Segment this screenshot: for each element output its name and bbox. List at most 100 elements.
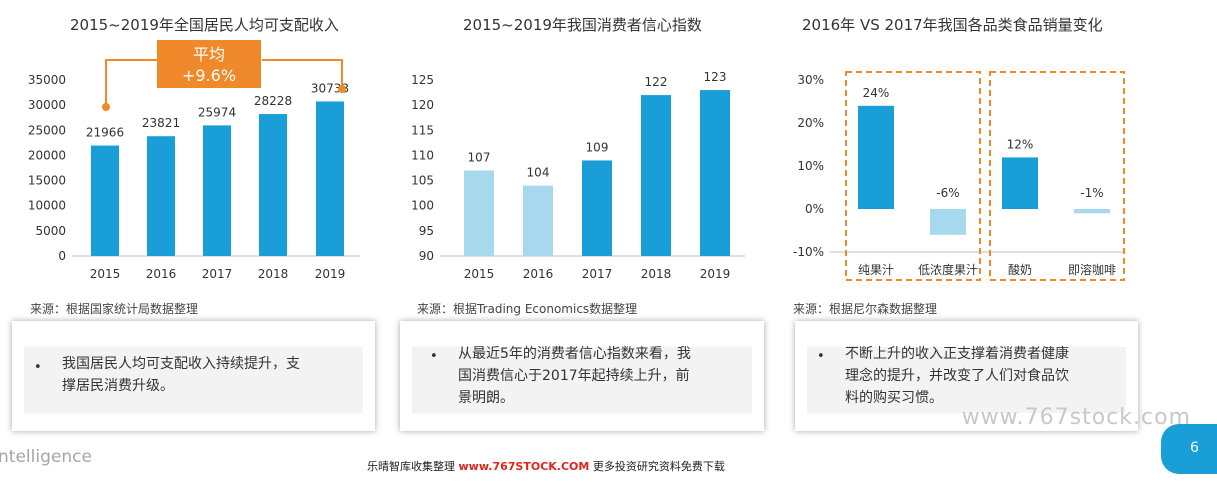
annotation-bracket-left	[105, 59, 158, 107]
source-2: 来源：根据Trading Economics数据整理	[417, 302, 638, 316]
note-2-bullet: •	[430, 349, 438, 364]
page-number: 6	[1190, 440, 1199, 456]
bar-酸奶	[1002, 157, 1038, 209]
data-label: 107	[468, 151, 491, 165]
x-tick-label: 2018	[258, 267, 289, 281]
data-label: -1%	[1080, 186, 1103, 200]
y-tick-label: -10%	[793, 245, 824, 259]
data-label: 123	[704, 70, 727, 84]
annotation-bracket-right	[262, 59, 343, 89]
x-tick-label: 2016	[523, 267, 554, 281]
data-label: 24%	[863, 86, 890, 100]
data-label: 12%	[1007, 137, 1034, 151]
bar-2017	[203, 125, 231, 257]
data-label: 25974	[198, 105, 236, 119]
x-tick-label: 2019	[315, 267, 346, 281]
y-tick-label: 0	[58, 249, 66, 263]
bar-2019	[700, 90, 730, 256]
brand-text: ntelligence	[0, 447, 92, 467]
chart2-title: 2015~2019年我国消费者信心指数	[463, 16, 702, 34]
note-box-2-inner	[412, 347, 752, 413]
data-label: 28228	[254, 94, 292, 108]
annotation-dot-left	[102, 103, 110, 111]
x-tick-label: 2019	[700, 267, 731, 281]
x-tick-label: 2015	[90, 267, 121, 281]
bar-2018	[641, 95, 671, 256]
annotation-box	[157, 40, 261, 88]
y-tick-label: 100	[411, 199, 434, 213]
note-1-bullet: •	[34, 360, 42, 375]
bar-2016	[523, 185, 553, 256]
data-label: 23821	[142, 116, 180, 130]
bar-低浓度果汁	[930, 209, 966, 235]
y-tick-label: 0%	[805, 202, 824, 216]
income-bar-chart: 0 5000 10000 15000 20000 25000 30000 35000 21966…	[28, 40, 360, 281]
y-tick-label: 125	[411, 73, 434, 87]
data-label: 109	[586, 140, 609, 154]
bar-2015	[91, 145, 119, 256]
y-tick-label: 105	[411, 174, 434, 188]
note-box-3-inner	[807, 347, 1126, 413]
x-tick-label: 2017	[202, 267, 233, 281]
source-3: 来源：根据尼尔森数据整理	[793, 302, 938, 316]
note-3-text: 不断上升的收入正支撑着消费者健康 理念的提升，并改变了人们对食品饮 料的购买习惯…	[845, 343, 1125, 409]
note-box-1-inner	[24, 347, 363, 413]
y-tick-label: 20%	[797, 116, 824, 130]
y-tick-label: 25000	[28, 123, 66, 137]
page-number-badge: 6	[1161, 424, 1217, 474]
y-tick-label: 115	[411, 123, 434, 137]
x-tick-label: 2016	[146, 267, 177, 281]
bar-2015	[464, 170, 494, 256]
y-tick-label: 110	[411, 148, 434, 162]
y-tick-label: 90	[419, 249, 434, 263]
y-tick-label: 10%	[797, 159, 824, 173]
annotation-dot-right	[338, 85, 346, 93]
data-label: 21966	[86, 126, 124, 140]
note-1-line-2: 撑居民消费升级。	[62, 378, 174, 394]
note-2-line-3: 景明朗。	[458, 390, 514, 406]
footer-suffix: 更多投资研究资料免费下载	[592, 460, 725, 473]
note-3-line-2: 理念的提升，并改变了人们对食品饮	[845, 368, 1069, 384]
data-label: 122	[645, 75, 668, 89]
chart1-title: 2015~2019年全国居民人均可支配收入	[70, 16, 339, 34]
y-tick-label: 30%	[797, 73, 824, 87]
bar-2017	[582, 160, 612, 256]
bar-纯果汁	[858, 105, 894, 209]
note-2-text: 从最近5年的消费者信心指数来看，我 国消费信心于2017年起持续上升，前 景明朗…	[458, 343, 748, 409]
y-tick-label: 35000	[28, 73, 66, 87]
x-tick-label: 2018	[641, 267, 672, 281]
chart3-title: 2016年 VS 2017年我国各品类食品销量变化	[802, 16, 1103, 34]
note-1-line-1: 我国居民人均可支配收入持续提升，支	[62, 356, 300, 372]
note-box-2: • 从最近5年的消费者信心指数来看，我 国消费信心于2017年起持续上升，前 景…	[400, 321, 764, 431]
source-1: 来源：根据国家统计局数据整理	[30, 302, 199, 316]
y-tick-label: 10000	[28, 199, 66, 213]
note-2-line-1: 从最近5年的消费者信心指数来看，我	[458, 346, 691, 362]
footer: 乐晴智库收集整理 www.767STOCK.COM 更多投资研究资料免费下载	[367, 458, 725, 474]
y-tick-label: 120	[411, 98, 434, 112]
footer-prefix: 乐晴智库收集整理	[367, 460, 455, 473]
annotation-line-1: 平均	[193, 45, 225, 64]
consumer-confidence-bar-chart: 90 95 100 105 110 115 120 125 107 2015 104 2016 109 2…	[411, 70, 745, 281]
x-tick-label: 2015	[464, 267, 495, 281]
x-tick-label: 即溶咖啡	[1068, 262, 1116, 277]
x-tick-label: 低浓度果汁	[918, 262, 978, 277]
note-box-1: • 我国居民人均可支配收入持续提升，支 撑居民消费升级。	[12, 321, 375, 431]
note-box-3: • 不断上升的收入正支撑着消费者健康 理念的提升，并改变了人们对食品饮 料的购买…	[795, 321, 1138, 431]
food-sales-change-bar-chart: -10% 0% 10% 20% 30% 24% 纯果汁 -6% 低浓度果汁 12% 酸奶 -1% 即溶咖…	[793, 71, 1125, 281]
y-tick-label: 15000	[28, 174, 66, 188]
x-tick-label: 纯果汁	[858, 263, 894, 277]
highlight-box-juice	[845, 71, 981, 281]
bar-2018	[259, 114, 287, 256]
data-label: 104	[527, 166, 550, 180]
note-1-text: 我国居民人均可支配收入持续提升，支 撑居民消费升级。	[62, 353, 362, 397]
footer-site-link[interactable]: www.767STOCK.COM	[458, 460, 590, 473]
bar-2019	[316, 101, 344, 257]
data-label: -6%	[936, 186, 959, 200]
note-3-line-3: 料的购买习惯。	[845, 390, 943, 406]
bar-2016	[147, 136, 175, 256]
x-tick-label: 2017	[582, 267, 613, 281]
x-tick-label: 酸奶	[1008, 262, 1032, 277]
watermark: www.767stock.com	[961, 405, 1191, 430]
y-tick-label: 5000	[35, 224, 66, 238]
y-tick-label: 30000	[28, 98, 66, 112]
